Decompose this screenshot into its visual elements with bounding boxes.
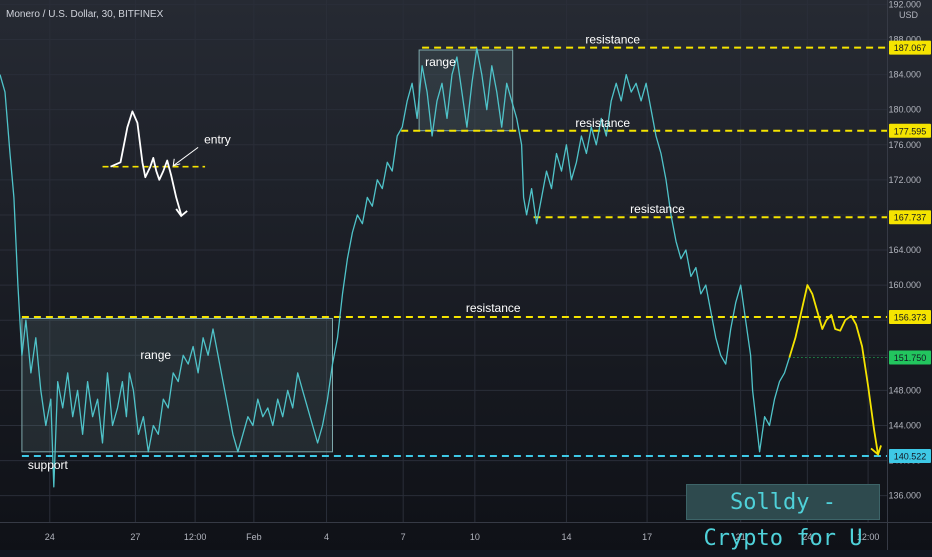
- last-price-tag-text: 151.750: [894, 353, 927, 363]
- resistance-price-tag-text: 156.373: [894, 312, 927, 322]
- resistance-price-tag-bg: [889, 210, 931, 225]
- y-tick-label: 164.000: [888, 245, 921, 255]
- x-tick-label: Feb: [246, 532, 262, 542]
- projection-arrow-icon: [870, 445, 882, 457]
- range-label: range: [425, 55, 456, 69]
- entry-sketch-curve: [110, 110, 183, 216]
- last-price-tag: 151.750: [889, 350, 931, 365]
- resistance-label: resistance: [630, 202, 685, 216]
- y-tick-label: 160.000: [888, 280, 921, 290]
- resistance-label: resistance: [575, 116, 630, 130]
- x-tick-label: 7: [401, 532, 406, 542]
- y-tick-label: 148.000: [888, 385, 921, 395]
- y-tick-label: 188.000: [888, 34, 921, 44]
- resistance-price-tag: 167.737: [889, 210, 931, 225]
- resistance-label: resistance: [585, 33, 640, 47]
- x-tick-label: 21: [736, 532, 746, 542]
- down-arrow-icon: [175, 208, 188, 218]
- y-tick-label: 180.000: [888, 105, 921, 115]
- projection-curve: [788, 284, 879, 455]
- entry-pointer-line: [172, 146, 199, 167]
- resistance-price-tag-text: 177.595: [894, 126, 927, 136]
- watermark: Solldy - Crypto for U: [686, 484, 880, 551]
- y-tick-label: 136.000: [888, 491, 921, 501]
- support-price-tag-bg: [889, 449, 931, 464]
- resistance-price-tag-bg: [889, 40, 931, 55]
- range-box: [21, 317, 334, 453]
- last-price-tag-bg: [889, 350, 931, 365]
- support-price-tag-text: 140.522: [894, 452, 927, 462]
- resistance-price-tag-text: 167.737: [894, 213, 927, 223]
- x-tick-label: 4: [324, 532, 329, 542]
- x-tick-label: 24: [45, 532, 55, 542]
- resistance-price-tag-bg: [889, 309, 931, 324]
- y-tick-label: 144.000: [888, 420, 921, 430]
- support-price-tag: 140.522: [889, 449, 931, 464]
- resistance-label: resistance: [466, 301, 521, 315]
- y-tick-label: 176.000: [888, 140, 921, 150]
- range-label: range: [140, 348, 171, 362]
- resistance-price-tag: 187.067: [889, 40, 931, 55]
- support-label: support: [28, 458, 69, 472]
- x-tick-label: 24: [802, 532, 812, 542]
- x-tick-label: 12:00: [857, 532, 880, 542]
- x-tick-label: 12:00: [184, 532, 207, 542]
- y-tick-label: 172.000: [888, 175, 921, 185]
- grid: [0, 0, 887, 522]
- resistance-price-tag: 177.595: [889, 123, 931, 138]
- x-tick-label: 17: [642, 532, 652, 542]
- y-tick-label: 184.000: [888, 70, 921, 80]
- price-axis-currency: USD: [898, 10, 918, 20]
- y-tick-label: 192.000: [888, 0, 921, 9]
- entry-label: entry: [204, 132, 231, 146]
- price-line: [0, 47, 791, 488]
- resistance-price-tag-text: 187.067: [894, 43, 927, 53]
- resistance-price-tag-bg: [889, 123, 931, 138]
- resistance-price-tag: 156.373: [889, 309, 931, 324]
- chart-title: Monero / U.S. Dollar, 30, BITFINEX: [6, 9, 164, 20]
- x-tick-label: 10: [470, 532, 480, 542]
- entry-pointer-arrow-icon: [172, 158, 181, 167]
- x-tick-label: 27: [130, 532, 140, 542]
- x-tick-label: 14: [561, 532, 571, 542]
